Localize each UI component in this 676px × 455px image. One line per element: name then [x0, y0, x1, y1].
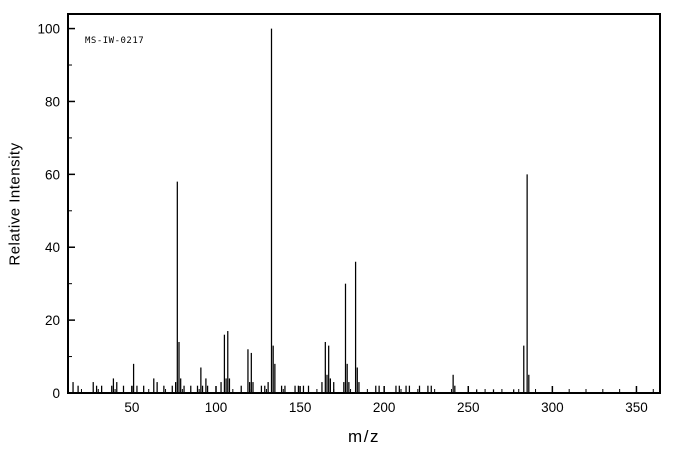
- y-tick-label: 40: [45, 240, 60, 255]
- x-tick-label: 50: [124, 400, 139, 415]
- plot-frame: [67, 13, 661, 394]
- x-tick-label: 100: [205, 400, 228, 415]
- x-tick-label: 150: [289, 400, 312, 415]
- y-tick-label: 100: [37, 22, 60, 37]
- y-axis-label: Relative Intensity: [6, 142, 24, 266]
- y-tick-label: 60: [45, 167, 60, 182]
- x-tick-label: 200: [373, 400, 396, 415]
- spectrum-id-annotation: MS-IW-0217: [85, 36, 145, 46]
- y-tick-label: 0: [52, 386, 60, 401]
- x-tick-label: 300: [541, 400, 564, 415]
- y-tick-label: 80: [45, 94, 60, 109]
- x-tick-label: 350: [625, 400, 648, 415]
- x-tick-label: 250: [457, 400, 480, 415]
- y-tick-label: 20: [45, 313, 60, 328]
- x-axis-label: m/z: [348, 427, 380, 446]
